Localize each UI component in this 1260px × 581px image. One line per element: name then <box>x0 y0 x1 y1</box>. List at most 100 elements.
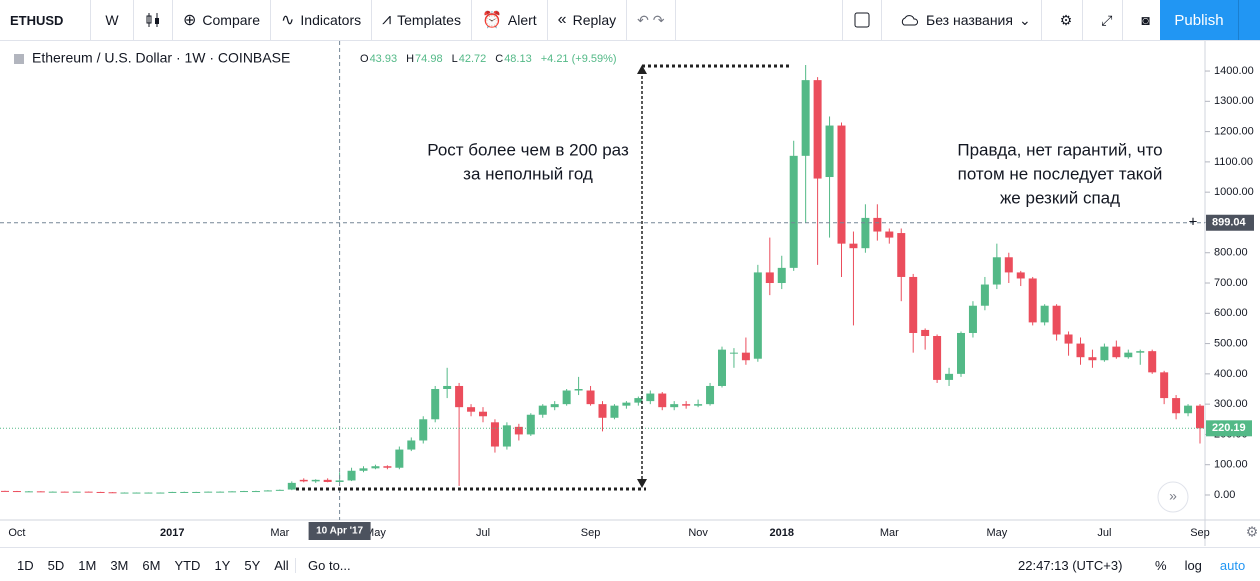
fullscreen-button[interactable]: ⤢ <box>1091 0 1124 40</box>
candle-body <box>299 479 308 482</box>
candle-body <box>849 243 858 249</box>
snapshot-button[interactable]: ◙ <box>1131 0 1161 40</box>
last-price-box <box>1206 420 1252 437</box>
candle-body <box>371 466 380 469</box>
x-tick-label: Sep <box>1190 527 1210 539</box>
crosshair-date-box <box>308 522 371 540</box>
candle-body <box>1 490 9 492</box>
symbol-icon <box>14 54 24 64</box>
candle-body <box>1148 351 1157 373</box>
scale-option[interactable]: auto <box>1219 557 1246 573</box>
interval-button[interactable]: W <box>91 0 134 40</box>
symbol-button[interactable]: ETHUSD <box>0 0 91 40</box>
range-button[interactable]: 3M <box>110 557 129 573</box>
y-tick-label: 1300.00 <box>1214 95 1254 107</box>
publish-menu[interactable] <box>1238 0 1260 40</box>
range-button[interactable]: All <box>274 557 289 573</box>
candle-body <box>1196 405 1204 429</box>
goto-button[interactable]: Go to... <box>295 557 351 573</box>
toolbar-button[interactable]: «Replay <box>548 0 628 40</box>
x-tick-label: 2018 <box>770 527 794 539</box>
candle-body <box>502 425 511 447</box>
candle-body <box>84 491 93 493</box>
toolbar-button[interactable]: ⊕ Compare <box>173 0 271 40</box>
x-tick-label: Mar <box>270 527 289 539</box>
candle-body <box>1100 346 1109 361</box>
ohlc-label: H <box>406 53 414 65</box>
candle-body <box>1028 278 1037 323</box>
: + <box>1189 214 1198 231</box>
chart: Ethereum / U.S. Dollar · 1W · COINBASE O 4… <box>0 41 1260 546</box>
settings-button[interactable]: ⚙ <box>1050 0 1084 40</box>
range-button[interactable]: 1D <box>17 557 34 573</box>
candle-body <box>897 233 906 277</box>
toolbar-button[interactable]: ⏰ Alert <box>472 0 548 40</box>
candle-body <box>825 125 834 178</box>
candle-body <box>1124 352 1133 358</box>
range-button[interactable]: 5Y <box>244 557 261 573</box>
range-button[interactable]: YTD <box>174 557 201 573</box>
candle-body <box>287 482 296 490</box>
candle-body <box>72 491 81 493</box>
candle-body <box>228 491 237 493</box>
candle-body <box>777 267 786 284</box>
candle-body <box>1088 357 1097 361</box>
y-tick-label: 1000.00 <box>1214 186 1254 198</box>
candle-body <box>323 479 332 482</box>
y-tick-label: 500.00 <box>1214 337 1248 349</box>
scroll-button[interactable] <box>1157 481 1189 513</box>
candle-body <box>670 404 679 408</box>
candle-body <box>431 389 440 420</box>
ohlc-label: C <box>495 53 503 65</box>
candle-body <box>873 217 882 232</box>
x-tick-label: Nov <box>688 527 708 539</box>
layout-name[interactable]: Без названия ⌄ <box>890 0 1042 40</box>
candle-body <box>24 491 33 493</box>
candle-body <box>108 492 117 494</box>
ohlc-label: L <box>452 53 458 65</box>
axis-settings[interactable]: ⚙ <box>1246 524 1259 540</box>
undo-redo[interactable]: ↶ ↷ <box>627 0 676 40</box>
candle-body <box>574 389 583 391</box>
candle-body <box>980 284 989 306</box>
y-tick-label: 400.00 <box>1214 368 1248 380</box>
bottom-toolbar: 1D 5D 1M 3M 6M YTD 1Y 5Y All Go to... 22:47:13 (… <box>0 547 1260 581</box>
scale-option[interactable]: % <box>1155 557 1167 573</box>
candle-body <box>1136 351 1145 353</box>
candle-body <box>383 466 392 468</box>
toolbar-button[interactable]: ∿ Indicators <box>271 0 373 40</box>
candle-body <box>729 352 738 354</box>
candle-body <box>168 491 177 493</box>
x-tick-label: Oct <box>8 527 25 539</box>
candle-body <box>562 390 571 405</box>
candle-body <box>861 217 870 249</box>
candle-body <box>347 470 356 481</box>
candle-body <box>216 491 225 493</box>
y-tick-label: 0.00 <box>1214 489 1235 501</box>
range-button[interactable]: 5D <box>47 557 65 573</box>
chart-type-button[interactable] <box>134 0 173 40</box>
candle-body <box>467 407 476 412</box>
candle-body <box>1052 305 1061 335</box>
candle-body <box>251 491 260 493</box>
candle-body <box>311 479 320 482</box>
range-button[interactable]: 1M <box>78 557 97 573</box>
range-button[interactable]: 6M <box>142 557 161 573</box>
candle-body <box>156 492 165 494</box>
candle-body <box>837 125 846 244</box>
svg-text:»: » <box>1169 488 1177 504</box>
candle-body <box>395 449 404 468</box>
candle-body <box>96 491 105 493</box>
layout-toggle[interactable] <box>842 0 882 40</box>
candle-body <box>240 491 248 493</box>
candle-body <box>801 80 810 156</box>
candle-body <box>586 390 595 405</box>
publish-button[interactable]: Publish <box>1160 0 1238 40</box>
candle-body <box>992 257 1001 285</box>
range-button[interactable]: 1Y <box>214 557 231 573</box>
scale-option[interactable]: log <box>1184 557 1202 573</box>
toolbar-button[interactable]: ⩘ Templates <box>372 0 472 40</box>
candle-body <box>598 404 607 418</box>
candle-body <box>658 393 667 408</box>
